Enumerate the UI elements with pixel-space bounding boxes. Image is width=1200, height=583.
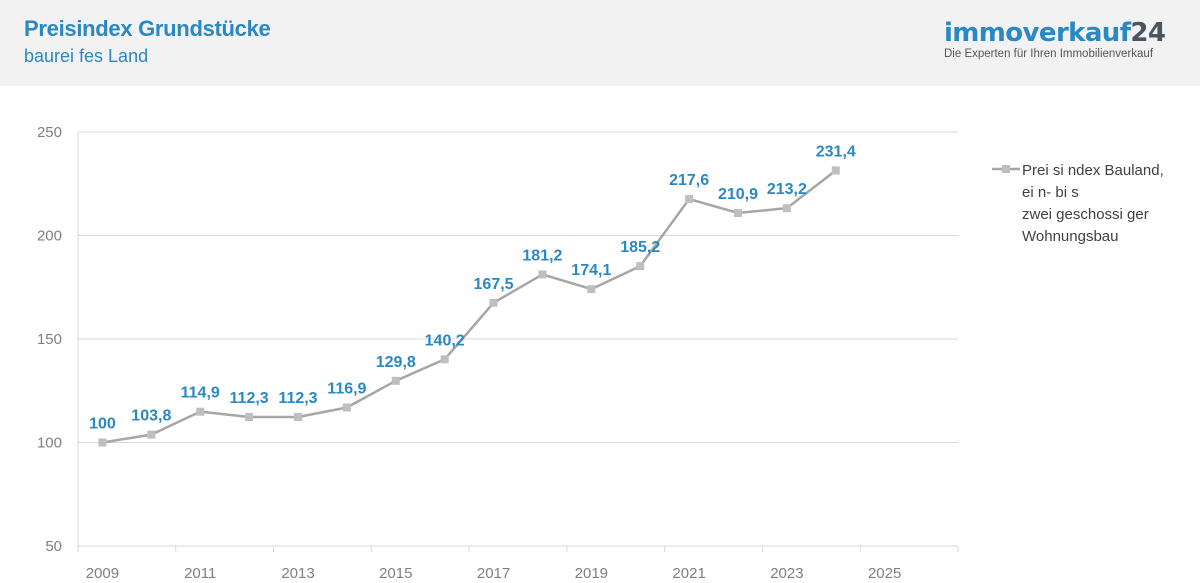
page-subtitle: baurei fes Land xyxy=(24,46,149,66)
logo: immoverkauf24 Die Experten für Ihren Imm… xyxy=(944,18,1170,61)
data-point xyxy=(342,403,351,412)
data-label: 103,8 xyxy=(131,408,171,425)
x-tick-label: 2019 xyxy=(575,565,608,582)
data-labels: 100 103,8 114,9 112,3 112,3 116,9 129,8 140,2 16… xyxy=(89,144,856,433)
logo-word: immoverkauf xyxy=(944,18,1131,48)
data-label: 167,5 xyxy=(474,276,514,293)
data-point xyxy=(685,195,694,204)
data-point xyxy=(782,204,791,213)
data-label: 213,2 xyxy=(767,181,807,198)
header-banner: Preisindex Grundstücke baurei fes Land i… xyxy=(0,0,1200,86)
x-tick-label: 2011 xyxy=(184,565,216,582)
data-point xyxy=(538,270,547,279)
x-tick-label: 2021 xyxy=(672,565,705,582)
logo-tagline: Die Experten für Ihren Immobilienverkauf xyxy=(944,48,1154,60)
y-tick-label: 100 xyxy=(37,435,62,452)
data-point xyxy=(245,413,254,422)
series-layer xyxy=(98,166,840,447)
x-tick-label: 2017 xyxy=(477,565,510,582)
y-tick-label: 50 xyxy=(45,538,62,555)
series-line xyxy=(102,169,837,444)
x-tick-label: 2013 xyxy=(281,565,314,582)
data-label: 185,2 xyxy=(620,239,660,256)
y-tick-label: 200 xyxy=(37,228,62,245)
data-point xyxy=(587,285,596,294)
logo-wordmark: immoverkauf24 xyxy=(944,18,1170,48)
data-label: 217,6 xyxy=(669,172,709,189)
legend-label-line: ei n- bi s xyxy=(1022,184,1079,201)
legend-label-line: Wohnungsbau xyxy=(1022,228,1119,245)
legend-label: Prei si ndex Bauland, ei n- bi s zwei gesc… xyxy=(1022,160,1190,248)
legend-label-line: zwei geschossi ger xyxy=(1022,206,1149,223)
axes: 50 100 150 200 250 2009 2011 2013 2015 2017 2019 20… xyxy=(37,124,959,582)
legend-label-line: Prei si ndex Bauland, xyxy=(1022,162,1164,179)
data-label: 116,9 xyxy=(327,381,366,398)
legend-marker-icon xyxy=(992,165,1020,173)
data-label: 140,2 xyxy=(425,332,465,349)
data-point xyxy=(734,208,742,217)
x-tick-label: 2015 xyxy=(379,565,412,582)
gridlines xyxy=(78,131,958,547)
data-label: 112,3 xyxy=(278,390,317,407)
logo-number: 24 xyxy=(1130,18,1166,48)
line-chart: 50 100 150 200 250 2009 2011 2013 2015 2017 2019 20… xyxy=(37,124,959,582)
data-point xyxy=(831,166,840,175)
data-label: 210,9 xyxy=(718,186,758,203)
data-point xyxy=(294,413,302,422)
data-label: 174,1 xyxy=(571,262,611,279)
y-tick-label: 150 xyxy=(37,331,62,348)
data-label: 231,4 xyxy=(816,144,856,161)
x-tick-label: 2009 xyxy=(86,565,119,582)
data-point xyxy=(391,376,400,385)
x-tick-label: 2025 xyxy=(868,565,901,582)
data-point xyxy=(636,262,645,271)
data-label: 112,3 xyxy=(230,390,269,407)
data-label: 114,9 xyxy=(181,385,220,402)
data-point xyxy=(489,298,498,307)
data-point xyxy=(147,430,156,439)
data-label: 181,2 xyxy=(522,247,562,264)
data-point xyxy=(440,355,449,364)
data-point xyxy=(196,407,205,416)
y-tick-label: 250 xyxy=(37,124,62,141)
x-tick-label: 2023 xyxy=(770,565,803,582)
data-label: 100 xyxy=(89,416,116,433)
page-title: Preisindex Grundstücke xyxy=(24,16,271,41)
data-point xyxy=(98,438,107,447)
data-label: 129,8 xyxy=(376,354,416,371)
